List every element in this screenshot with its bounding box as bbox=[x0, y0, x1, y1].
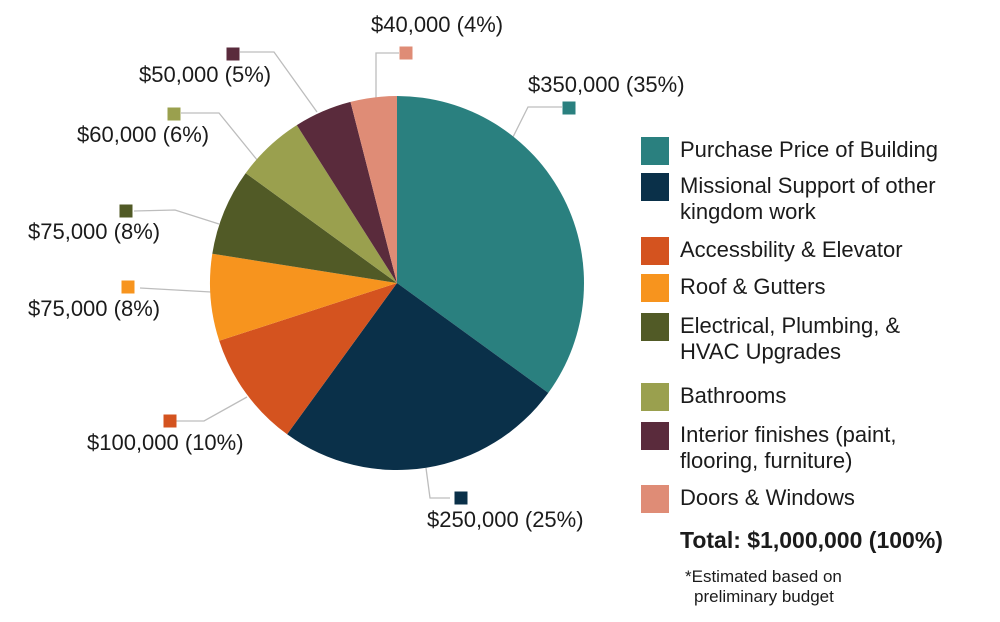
legend-label-accessibility: Accessbility & Elevator bbox=[680, 237, 903, 262]
legend-swatch-interior-finishes bbox=[641, 422, 669, 450]
footnote: *Estimated based on preliminary budget bbox=[685, 567, 842, 606]
pie-slice bbox=[219, 283, 397, 435]
legend-swatch-missional-support bbox=[641, 173, 669, 201]
slice-callout-roof-gutters: $75,000 (8%) bbox=[28, 296, 161, 321]
legend-label-roof-gutters: Roof & Gutters bbox=[680, 274, 826, 299]
legend-label-electrical-hvac: Electrical, Plumbing, & HVAC Upgrades bbox=[680, 313, 901, 364]
leader-line bbox=[133, 209, 220, 225]
pie-slice bbox=[287, 283, 549, 471]
pie-slice bbox=[245, 125, 397, 283]
pie-slice bbox=[397, 96, 585, 393]
pie-slice bbox=[210, 253, 397, 341]
legend-item-purchase-price: Purchase Price of Building bbox=[641, 137, 981, 165]
legend-label-missional-support: Missional Support of other kingdom work bbox=[680, 173, 936, 224]
leader-line bbox=[511, 106, 562, 140]
callout-marker bbox=[121, 280, 135, 294]
legend-label-doors-windows: Doors & Windows bbox=[680, 485, 855, 510]
pie-slice bbox=[296, 101, 397, 284]
total-label: Total: $1,000,000 (100%) bbox=[680, 527, 943, 553]
slice-callout-bathrooms: $60,000 (6%) bbox=[77, 122, 210, 147]
leader-line bbox=[240, 51, 318, 113]
callout-marker bbox=[163, 414, 177, 428]
legend-item-accessibility: Accessbility & Elevator bbox=[641, 237, 981, 265]
legend-swatch-purchase-price bbox=[641, 137, 669, 165]
slice-callout-doors-windows: $40,000 (4%) bbox=[371, 12, 504, 37]
legend-swatch-roof-gutters bbox=[641, 274, 669, 302]
leader-line bbox=[375, 52, 399, 99]
slice-callout-missional-support: $250,000 (25%) bbox=[427, 507, 584, 532]
legend-item-electrical-hvac: Electrical, Plumbing, & HVAC Upgrades bbox=[641, 313, 981, 365]
legend-swatch-accessibility bbox=[641, 237, 669, 265]
legend-swatch-bathrooms bbox=[641, 383, 669, 411]
callout-marker bbox=[454, 491, 468, 505]
legend-label-purchase-price: Purchase Price of Building bbox=[680, 137, 939, 162]
legend-item-interior-finishes: Interior finishes (paint, flooring, furn… bbox=[641, 422, 981, 474]
callout-marker bbox=[167, 107, 181, 121]
pie-slice bbox=[212, 173, 397, 283]
legend: Purchase Price of Building Missional Sup… bbox=[641, 137, 981, 607]
leader-line bbox=[425, 467, 450, 499]
legend-swatch-doors-windows bbox=[641, 485, 669, 513]
legend-item-roof-gutters: Roof & Gutters bbox=[641, 274, 981, 302]
slice-callout-purchase-price: $350,000 (35%) bbox=[528, 72, 685, 97]
callout-marker bbox=[399, 46, 413, 60]
leader-line bbox=[172, 396, 248, 422]
callout-marker bbox=[562, 101, 576, 115]
slice-callout-interior-finishes: $50,000 (5%) bbox=[139, 62, 272, 87]
callout-marker bbox=[226, 47, 240, 61]
legend-item-missional-support: Missional Support of other kingdom work bbox=[641, 173, 981, 225]
slice-callout-electrical-hvac: $75,000 (8%) bbox=[28, 219, 161, 244]
legend-item-bathrooms: Bathrooms bbox=[641, 383, 981, 411]
legend-label-interior-finishes: Interior finishes (paint, flooring, furn… bbox=[680, 422, 897, 473]
legend-item-doors-windows: Doors & Windows bbox=[641, 485, 981, 513]
slice-callout-accessibility: $100,000 (10%) bbox=[87, 430, 244, 455]
legend-label-bathrooms: Bathrooms bbox=[680, 383, 787, 408]
callout-marker bbox=[119, 204, 133, 218]
legend-swatch-electrical-hvac bbox=[641, 313, 669, 341]
leader-line bbox=[181, 112, 263, 167]
pie-slice bbox=[350, 96, 397, 283]
leader-line bbox=[139, 287, 212, 293]
